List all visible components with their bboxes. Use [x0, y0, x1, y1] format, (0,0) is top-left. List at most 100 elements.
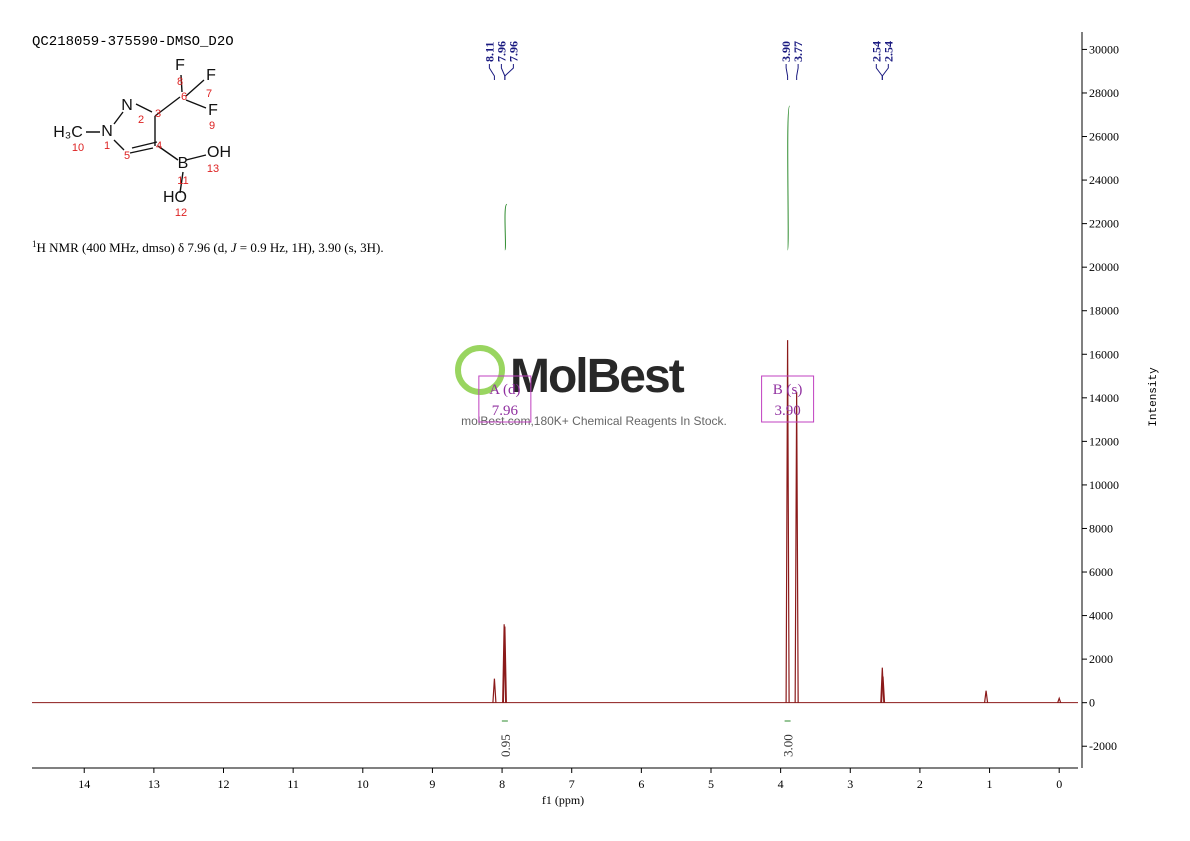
atom-number: 5 [124, 150, 130, 162]
x-tick-label: 10 [357, 777, 369, 791]
atom: OH [207, 144, 231, 161]
x-tick-label: 5 [708, 777, 714, 791]
atom: F [175, 57, 185, 74]
x-tick-label: 8 [499, 777, 505, 791]
integral-curve [787, 105, 791, 251]
x-tick-label: 11 [287, 777, 299, 791]
y-tick-label: 4000 [1089, 609, 1113, 623]
y-tick-label: 16000 [1089, 347, 1119, 361]
text: H NMR (400 MHz, dmso) δ 7.96 (d, [37, 240, 231, 255]
atom-number: 4 [156, 140, 162, 152]
peak [492, 678, 497, 703]
y-tick-label: 26000 [1089, 130, 1119, 144]
multiplet-shift: 3.90 [774, 403, 800, 419]
atom: B [178, 155, 189, 172]
peak [502, 626, 507, 703]
x-tick-label: 3 [847, 777, 853, 791]
tagline: molBest.com,180K+ Chemical Reagents In S… [461, 414, 727, 428]
x-tick-label: 12 [218, 777, 230, 791]
y-tick-label: 22000 [1089, 217, 1119, 231]
brand: MolBest [510, 350, 685, 403]
peak [983, 690, 989, 703]
x-tick-label: 1 [987, 777, 993, 791]
integral-label: 3.00 [781, 734, 796, 757]
y-tick-label: 20000 [1089, 260, 1119, 274]
atom: F [208, 102, 218, 119]
y-tick-label: -2000 [1089, 739, 1117, 753]
bonds [86, 74, 207, 194]
superscript: 1 [32, 239, 37, 249]
structure: F 8 F 7 6 F 9 N 2 3 H₃C N 10 1 5 4 B OH … [53, 57, 231, 219]
multiplet-shift: 7.96 [492, 403, 519, 419]
y-tick-label: 24000 [1089, 173, 1119, 187]
y-axis-label: Intensity [1148, 367, 1160, 427]
atom: HO [163, 189, 187, 206]
text: = 0.9 Hz, 1H), 3.90 (s, 3H). [237, 240, 384, 255]
x-axis-label: f1 (ppm) [542, 793, 584, 807]
text: J [231, 240, 238, 255]
peak-label-line [488, 64, 495, 80]
y-tick-label: 8000 [1089, 521, 1113, 535]
y-tick-label: 10000 [1089, 478, 1119, 492]
atom: H₃C [53, 124, 83, 141]
y-tick-label: 14000 [1089, 391, 1119, 405]
peak-label: 2.54 [881, 41, 895, 62]
peak [880, 676, 886, 703]
logo [455, 345, 505, 395]
peak-label-line [875, 64, 883, 80]
peak [794, 392, 799, 703]
multiplet-label: B (s) [773, 382, 803, 398]
atom-number: 8 [177, 76, 183, 88]
multiplet-box [761, 375, 815, 423]
x-tick-label: 2 [917, 777, 923, 791]
peak [502, 624, 507, 703]
x-tick-label: 6 [638, 777, 644, 791]
peak-label: 8.11 [482, 42, 496, 62]
y-tick-label: 30000 [1089, 42, 1119, 56]
peak-label-line [785, 64, 789, 80]
x-tick-label: 7 [569, 777, 575, 791]
atom-number: 10 [72, 142, 84, 154]
nmr-description: 1H NMR (400 MHz, dmso) δ 7.96 (d, J = 0.… [32, 239, 384, 255]
x-tick-label: 9 [429, 777, 435, 791]
x-tick-label: 14 [78, 777, 90, 791]
integral-curve [504, 203, 508, 251]
peak-label: 3.90 [779, 41, 793, 62]
atom-number: 2 [138, 114, 144, 126]
peak-label-line [796, 64, 799, 80]
multiplet-label: A (d) [489, 382, 520, 398]
x-tick-label: 13 [148, 777, 160, 791]
chart-title: QC218059-375590-DMSO_D2O [32, 34, 234, 50]
atom-number: 1 [104, 140, 110, 152]
y-tick-label: 12000 [1089, 434, 1119, 448]
y-tick-label: 2000 [1089, 652, 1113, 666]
x-tick-label: 0 [1056, 777, 1062, 791]
x-tick-label: 4 [778, 777, 784, 791]
atom: F [206, 67, 216, 84]
y-tick-label: 6000 [1089, 565, 1113, 579]
peak-label-line [881, 64, 889, 80]
peak [1057, 696, 1062, 703]
atom-number: 3 [155, 108, 161, 120]
integral-label: 0.95 [498, 734, 513, 757]
y-tick-label: 0 [1089, 696, 1095, 710]
atom-number: 13 [207, 163, 219, 175]
peak-label: 3.77 [791, 41, 805, 62]
atom-number: 12 [175, 207, 187, 219]
atom-number: 6 [181, 91, 187, 103]
peak-label: 7.96 [494, 41, 508, 62]
peak-label: 2.54 [869, 41, 883, 62]
peak [785, 340, 790, 703]
atom: N [101, 123, 113, 140]
peak-label-line [500, 64, 506, 80]
atom-number: 11 [177, 175, 188, 187]
atom-number: 7 [206, 88, 212, 100]
y-tick-label: 28000 [1089, 86, 1119, 100]
atom: N [121, 97, 133, 114]
y-tick-label: 18000 [1089, 304, 1119, 318]
multiplet-box [478, 375, 532, 423]
peak-label-line [504, 64, 514, 80]
watermark: MolBest molBest.com,180K+ Chemical Reage… [455, 345, 727, 428]
peak-label: 7.96 [506, 41, 520, 62]
